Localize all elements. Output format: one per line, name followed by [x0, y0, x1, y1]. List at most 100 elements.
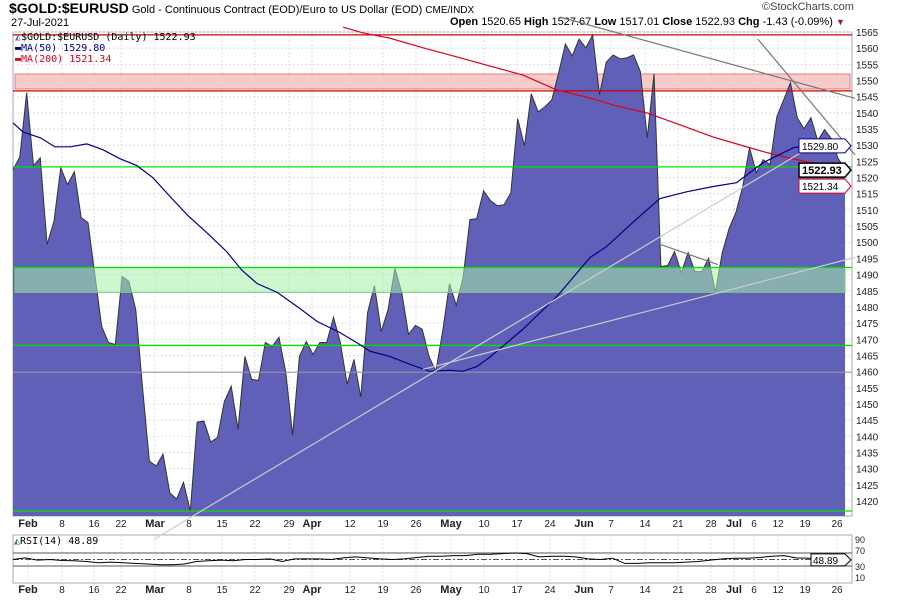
rsi-x-tick-label: 19	[377, 585, 389, 596]
rsi-tick-label: 10	[855, 573, 865, 583]
x-tick-label: 6	[751, 519, 757, 530]
resistance-band	[14, 73, 851, 90]
price-tick-label: 1470	[856, 335, 879, 346]
x-tick-label: 22	[249, 519, 261, 530]
rsi-value-text: 48.89	[813, 556, 838, 567]
legend-main-label: $GOLD:$EURUSD (Daily) 1522.93	[21, 32, 196, 43]
rsi-x-tick-label: 15	[216, 585, 228, 596]
x-tick-label: Apr	[303, 518, 323, 530]
price-tick-label: 1555	[856, 60, 879, 71]
x-tick-label: 24	[544, 519, 556, 530]
price-area	[13, 34, 845, 517]
chg-value: -1.43 (-0.09%)	[762, 16, 833, 28]
rsi-legend: ◭RSI(14) 48.89	[14, 536, 98, 547]
area-icon: ◭	[15, 32, 22, 43]
ma50-value-tag-box	[798, 138, 852, 154]
legend-ma50: ▬MA(50) 1529.80	[15, 43, 196, 54]
x-tick-label: 21	[672, 519, 684, 530]
support-band	[14, 266, 846, 293]
legend-ma50-label: MA(50) 1529.80	[21, 43, 106, 54]
legend-ma200: ▬MA(200) 1521.34	[15, 54, 196, 65]
rsi-x-tick-label: 28	[705, 585, 717, 596]
close-value-tag: 1522.93	[798, 162, 852, 178]
rsi-x-tick-label: 19	[799, 585, 811, 596]
ohlc-readout: Open 1520.65 High 1527.67 Low 1517.01 Cl…	[450, 16, 845, 29]
legend-ma200-label: MA(200) 1521.34	[21, 54, 112, 65]
rsi-x-tick-label: 6	[751, 585, 757, 596]
price-tick-label: 1535	[856, 125, 879, 136]
price-tick-label: 1550	[856, 77, 879, 88]
rsi-x-tick-label: 10	[478, 585, 490, 596]
price-tick-label: 1530	[856, 141, 879, 152]
x-tick-label: 12	[772, 519, 784, 530]
price-tick-label: 1460	[856, 368, 879, 379]
trendline	[559, 16, 856, 99]
price-tick-label: 1490	[856, 271, 879, 282]
rsi-line	[12, 552, 846, 566]
down-triangle-icon: ▼	[835, 17, 845, 27]
price-tick-label: 1430	[856, 465, 879, 476]
rsi-x-tick-label: 7	[608, 585, 614, 596]
x-tick-label: 8	[186, 519, 192, 530]
ma200-swatch-icon: ▬	[15, 54, 22, 65]
rsi-x-tick-label: May	[440, 584, 462, 596]
symbol-title: $GOLD:$EURUSD	[9, 0, 129, 16]
low-label: Low	[594, 16, 617, 28]
rsi-x-tick-label: 21	[672, 585, 684, 596]
price-tick-label: 1475	[856, 319, 879, 330]
x-tick-label: 15	[216, 519, 228, 530]
x-tick-label: 14	[639, 519, 651, 530]
price-tick-label: 1495	[856, 254, 879, 265]
open-value: 1520.65	[481, 16, 521, 28]
chart-header-row1: $GOLD:$EURUSD Gold - Continuous Contract…	[9, 0, 474, 19]
x-tick-label: 12	[344, 519, 356, 530]
rsi-value-box	[810, 553, 852, 567]
price-tick-label: 1525	[856, 157, 879, 168]
x-tick-label: 19	[377, 519, 389, 530]
x-tick-label: 8	[59, 519, 65, 530]
rsi-x-tick-label: 17	[511, 585, 523, 596]
x-tick-label: Jul	[726, 518, 742, 530]
x-tick-label: 26	[831, 519, 843, 530]
trendline	[757, 38, 856, 156]
ma50-swatch-icon: ▬	[15, 43, 22, 54]
exchange: CME/INDX	[425, 5, 475, 16]
price-tick-label: 1420	[856, 497, 879, 508]
ma50-value-tag: 1529.80	[798, 138, 852, 154]
rsi-tick-label: 30	[855, 562, 865, 572]
rsi-x-tick-label: 14	[639, 585, 651, 596]
copyright: ©StockCharts.com	[762, 1, 854, 13]
ma200-line	[342, 26, 846, 174]
chart-date: 27-Jul-2021	[11, 17, 70, 29]
low-value: 1517.01	[619, 16, 660, 28]
close-value-tag-text: 1522.93	[802, 165, 842, 177]
rsi-x-tick-label: 22	[249, 585, 261, 596]
ma50-value-tag-text: 1529.80	[802, 142, 839, 153]
price-tick-label: 1560	[856, 44, 879, 55]
trendline	[657, 242, 719, 266]
rsi-x-tick-label: Jul	[726, 584, 742, 596]
rsi-x-tick-label: 29	[283, 585, 295, 596]
rsi-x-tick-label: Jun	[574, 584, 594, 596]
price-tick-label: 1520	[856, 174, 879, 185]
x-tick-label: 26	[410, 519, 422, 530]
x-tick-label: 28	[705, 519, 717, 530]
rsi-x-tick-label: 26	[831, 585, 843, 596]
price-tick-label: 1450	[856, 400, 879, 411]
rsi-tick-label: 90	[855, 535, 865, 545]
close-label: Close	[662, 16, 693, 28]
x-tick-label: Feb	[18, 518, 38, 530]
price-tick-label: 1480	[856, 303, 879, 314]
close-value-tag-box	[798, 162, 852, 178]
rsi-value-tag: 48.89	[810, 553, 852, 567]
x-tick-label: Jun	[574, 518, 594, 530]
rsi-x-tick-label: 8	[59, 585, 65, 596]
price-tick-label: 1565	[856, 28, 879, 39]
price-tick-label: 1545	[856, 93, 879, 104]
price-tick-label: 1435	[856, 448, 879, 459]
rsi-icon: ◭	[14, 536, 21, 547]
open-label: Open	[450, 16, 479, 28]
x-tick-label: May	[440, 518, 462, 530]
price-line	[12, 33, 846, 512]
